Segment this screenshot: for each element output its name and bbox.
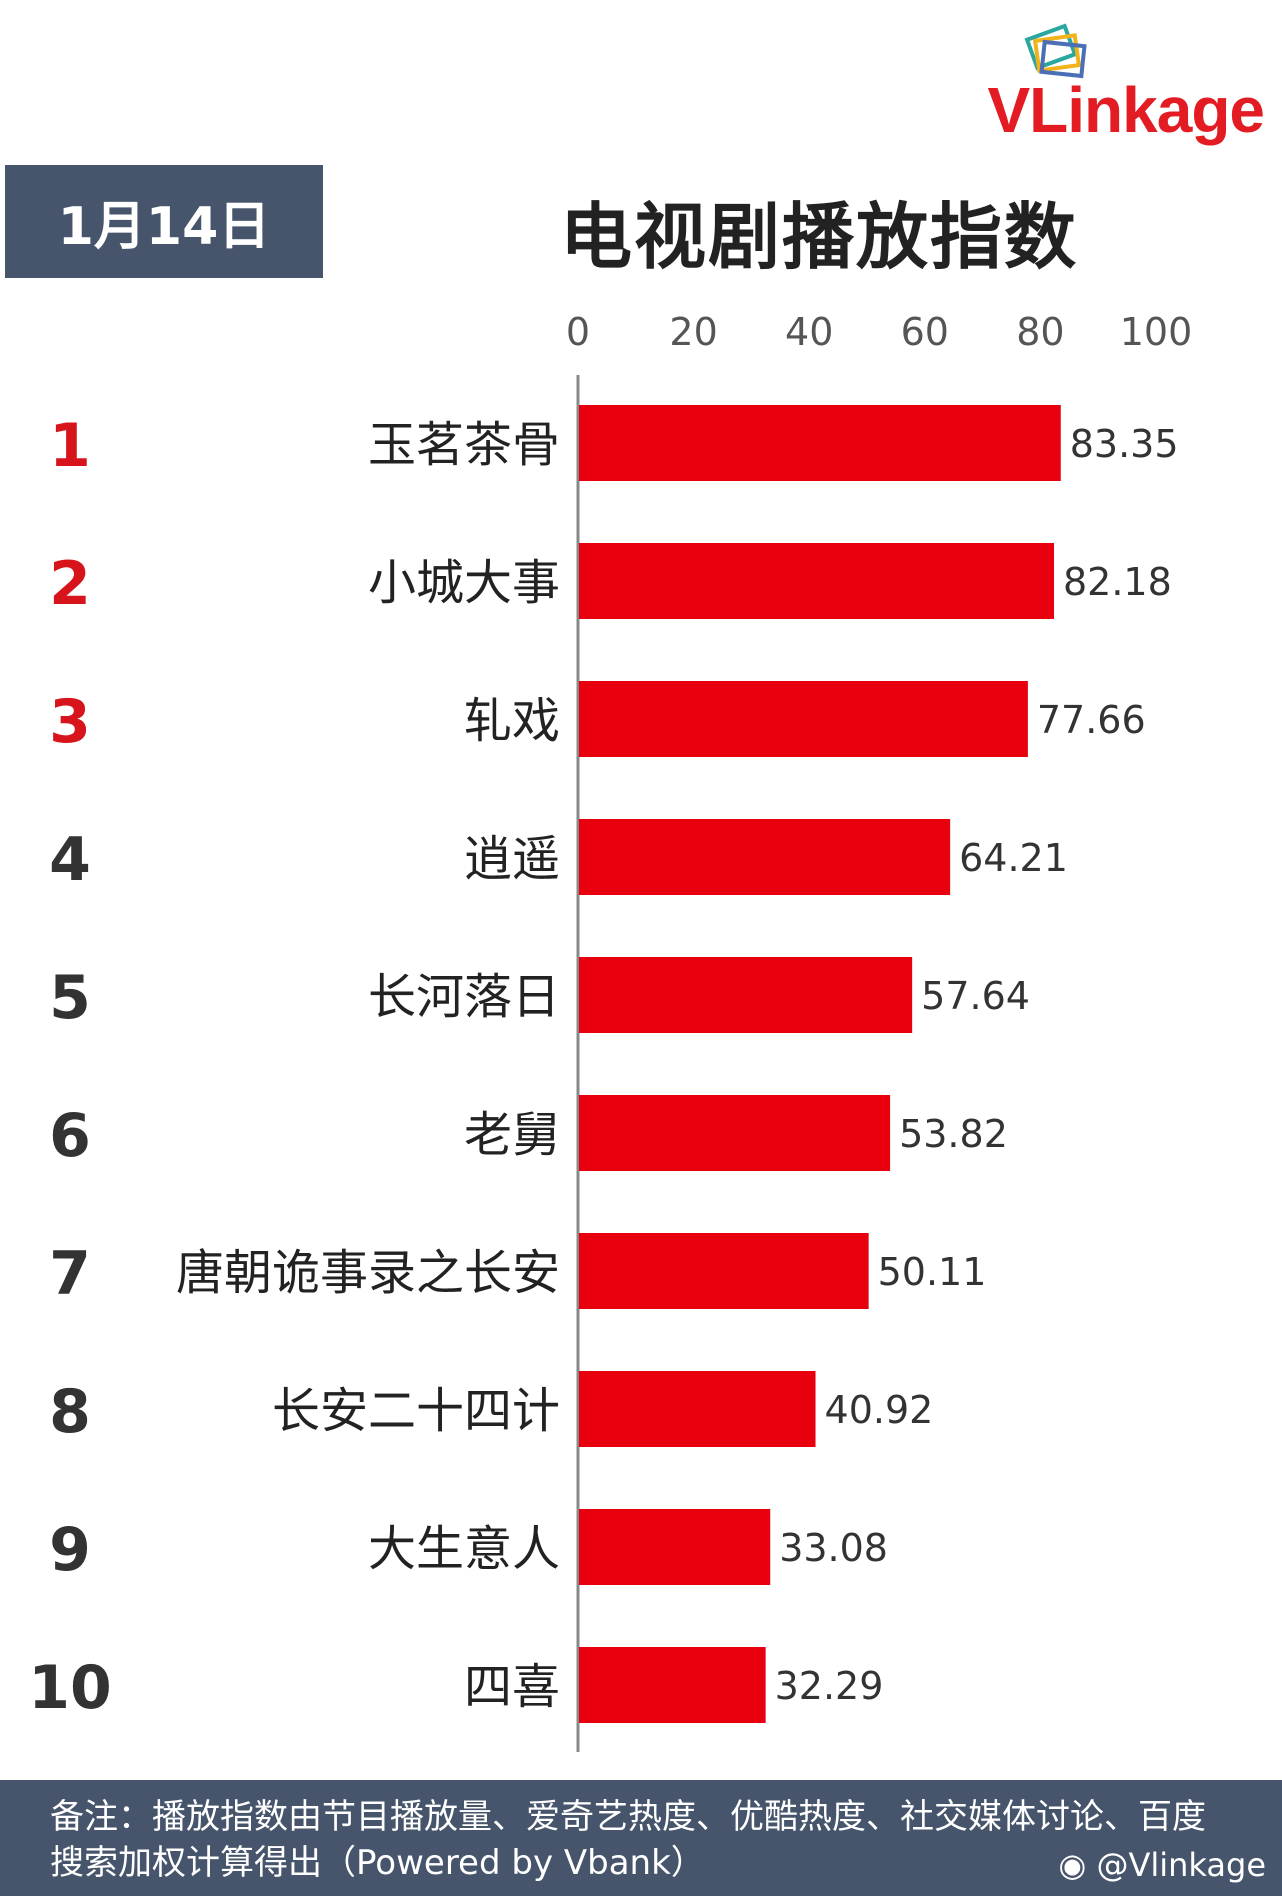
x-tick-label: 40 — [785, 310, 833, 354]
category-label: 长安二十四计 — [272, 1383, 560, 1439]
value-label: 64.21 — [959, 836, 1068, 880]
category-label: 老舅 — [464, 1107, 560, 1163]
value-label: 82.18 — [1063, 560, 1172, 604]
rank-label: 2 — [49, 549, 91, 619]
date-label: 1月14日 — [57, 197, 271, 257]
rank-label: 1 — [49, 411, 91, 481]
value-label: 57.64 — [921, 974, 1030, 1018]
value-label: 83.35 — [1070, 422, 1179, 466]
rank-label: 4 — [49, 825, 91, 895]
bar — [579, 957, 913, 1033]
rank-label: 7 — [49, 1239, 91, 1309]
value-label: 53.82 — [899, 1112, 1008, 1156]
weibo-handle-text: @Vlinkage — [1096, 1846, 1266, 1884]
category-label: 小城大事 — [368, 555, 560, 611]
x-tick-label: 60 — [901, 310, 949, 354]
category-label: 唐朝诡事录之长安 — [176, 1245, 560, 1301]
bar — [579, 819, 951, 895]
value-label: 77.66 — [1037, 698, 1146, 742]
rank-label: 3 — [49, 687, 91, 757]
category-label: 四喜 — [464, 1659, 560, 1715]
footer-note-bar: 备注：播放指数由节目播放量、爱奇艺热度、优酷热度、社交媒体讨论、百度搜索加权计算… — [0, 1780, 1282, 1896]
category-label: 轧戏 — [464, 693, 560, 749]
value-label: 50.11 — [878, 1250, 987, 1294]
bar — [579, 1371, 816, 1447]
value-label: 33.08 — [779, 1526, 888, 1570]
bar — [579, 1233, 869, 1309]
category-label: 大生意人 — [368, 1521, 560, 1577]
value-label: 32.29 — [775, 1664, 884, 1708]
x-tick-label: 100 — [1120, 310, 1193, 354]
rank-label: 6 — [49, 1101, 91, 1171]
x-tick-label: 80 — [1016, 310, 1064, 354]
bar — [579, 1509, 771, 1585]
footer-note: 备注：播放指数由节目播放量、爱奇艺热度、优酷热度、社交媒体讨论、百度搜索加权计算… — [50, 1797, 1206, 1883]
bar — [579, 1095, 891, 1171]
rank-label: 5 — [49, 963, 91, 1033]
bar — [579, 543, 1055, 619]
category-label: 玉茗茶骨 — [368, 417, 560, 473]
cards-icon — [1024, 23, 1087, 79]
bar-chart: 0 20 40 60 80 100 1 玉茗茶骨 83.35 2 小城大事 82.18 3 轧戏 77.66… — [28, 310, 1193, 1752]
category-label: 长河落日 — [368, 969, 560, 1025]
category-label: 逍遥 — [464, 831, 560, 887]
weibo-icon: ◉ — [1058, 1846, 1087, 1884]
bar — [579, 405, 1061, 481]
x-tick-label: 20 — [669, 310, 717, 354]
logo-wordmark: VLinkage — [987, 74, 1265, 146]
page-title: 电视剧播放指数 — [560, 195, 1079, 279]
x-tick-label: 0 — [566, 310, 590, 354]
weibo-handle: ◉ @Vlinkage — [1058, 1842, 1266, 1888]
rank-label: 8 — [49, 1377, 91, 1447]
bar — [579, 1647, 766, 1723]
bar — [579, 681, 1028, 757]
rank-label: 9 — [49, 1515, 91, 1585]
date-badge: 1月14日 — [5, 165, 323, 278]
rank-label: 10 — [28, 1653, 112, 1723]
vlinkage-logo: VLinkage — [944, 22, 1265, 146]
value-label: 40.92 — [825, 1388, 934, 1432]
